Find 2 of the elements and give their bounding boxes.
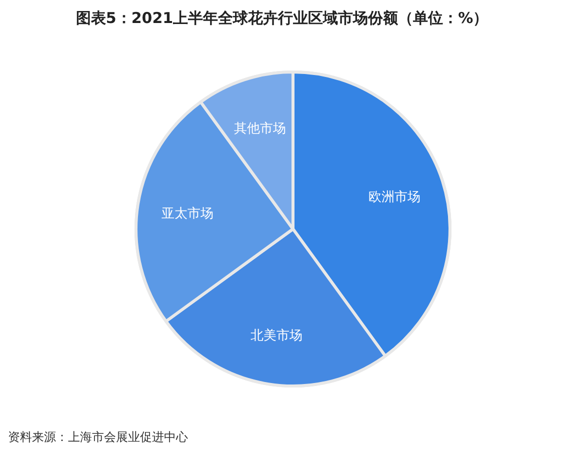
- title: 图表5：2021上半年全球花卉行业区域市场份额（单位：%）: [76, 9, 488, 27]
- annotation: 资料来源：上海市会展业促进中心: [8, 430, 188, 444]
